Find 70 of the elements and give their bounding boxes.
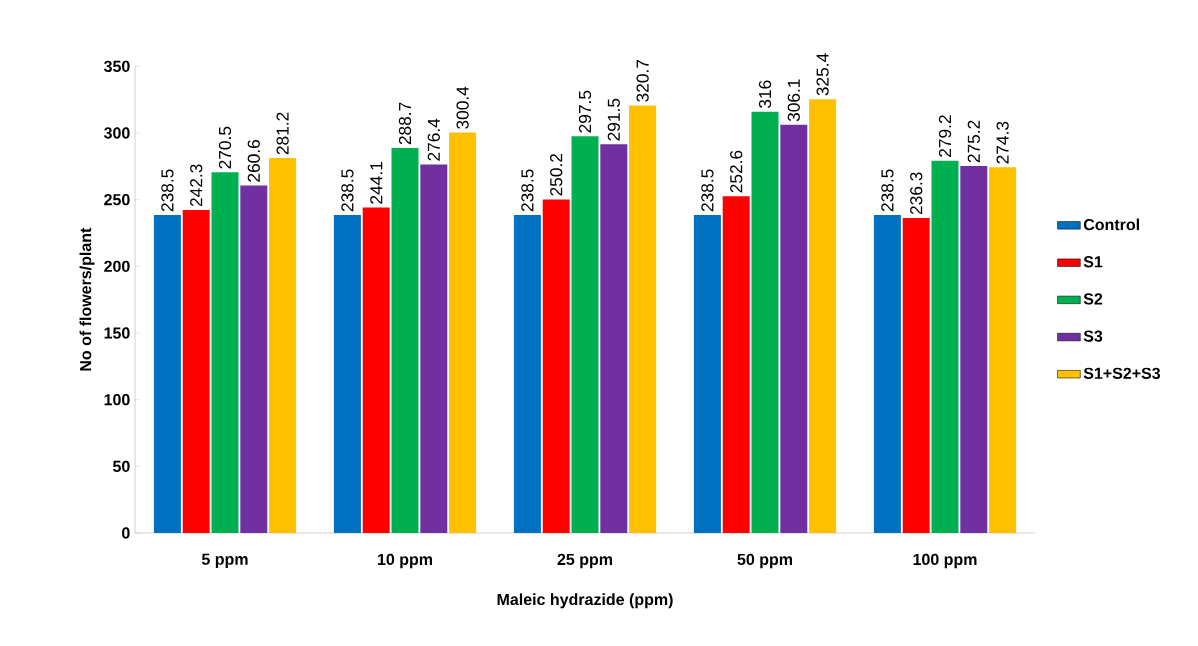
data-label: 300.4 [456,86,469,129]
x-tick-label: 25 ppm [557,553,613,569]
data-label: 274.3 [996,121,1009,164]
bar [571,136,599,533]
y-tick-label: 0 [122,527,130,539]
bar [989,167,1017,533]
bar [722,196,750,533]
legend-label: S1 [1083,256,1103,268]
y-tick-label: 50 [113,460,130,472]
bar [780,124,808,533]
bar [873,215,901,533]
data-label: 238.5 [521,169,534,212]
y-tick-label: 250 [104,194,130,206]
bar [960,166,988,533]
y-tick-label: 150 [104,327,130,339]
bar [542,199,570,533]
legend-label: S2 [1083,293,1103,305]
y-axis-title: No of flowers/plant [79,227,95,371]
bar [269,158,297,533]
x-tick-label: 50 ppm [737,553,793,569]
data-label: 325.4 [816,53,829,96]
bar [391,148,419,533]
data-label: 252.6 [730,150,743,193]
legend-label: Control [1083,218,1139,231]
x-axis-title: Maleic hydrazide (ppm) [497,593,673,609]
data-label: 316 [758,80,772,109]
data-label: 291.5 [607,98,620,141]
y-tick-label: 100 [104,394,130,406]
data-label: 276.4 [427,118,440,161]
bar [629,105,657,533]
bar [182,209,210,533]
data-label: 306.1 [787,79,800,122]
bar [211,172,239,533]
y-tick-label: 300 [103,127,130,139]
data-label: 270.5 [218,126,232,169]
data-label: 281.2 [276,112,289,155]
data-label: 238.5 [701,169,714,212]
data-label: 260.6 [247,139,260,182]
bar [902,217,930,533]
data-label: 297.5 [578,90,592,133]
bar [240,185,268,533]
data-label: 238.5 [161,169,174,212]
bar [420,164,448,533]
x-tick-label: 5 ppm [201,553,248,569]
x-tick-label: 100 ppm [913,553,977,569]
data-label: 238.5 [881,169,894,212]
data-label: 242.3 [190,164,203,207]
data-label: 320.7 [636,59,649,102]
bar [362,207,390,533]
data-label: 288.7 [398,102,412,145]
legend-label: S1+S2+S3 [1083,367,1161,379]
bar [693,215,721,533]
data-label: 238.5 [341,169,354,212]
bar [333,215,361,533]
bar [751,111,779,533]
x-tick-label: 10 ppm [378,553,433,569]
legend-label: S3 [1083,330,1103,342]
bar [931,160,959,533]
data-label: 275.2 [967,120,980,163]
bar [513,215,541,533]
y-tick-label: 350 [103,60,130,73]
bar [600,144,628,533]
data-label: 279.2 [938,115,952,157]
y-tick-label: 200 [104,260,130,272]
data-label: 250.2 [550,153,563,196]
bar [449,132,477,533]
data-label: 244.1 [370,162,383,204]
bar [153,215,181,533]
bar [809,99,837,533]
data-label: 236.3 [910,172,923,215]
